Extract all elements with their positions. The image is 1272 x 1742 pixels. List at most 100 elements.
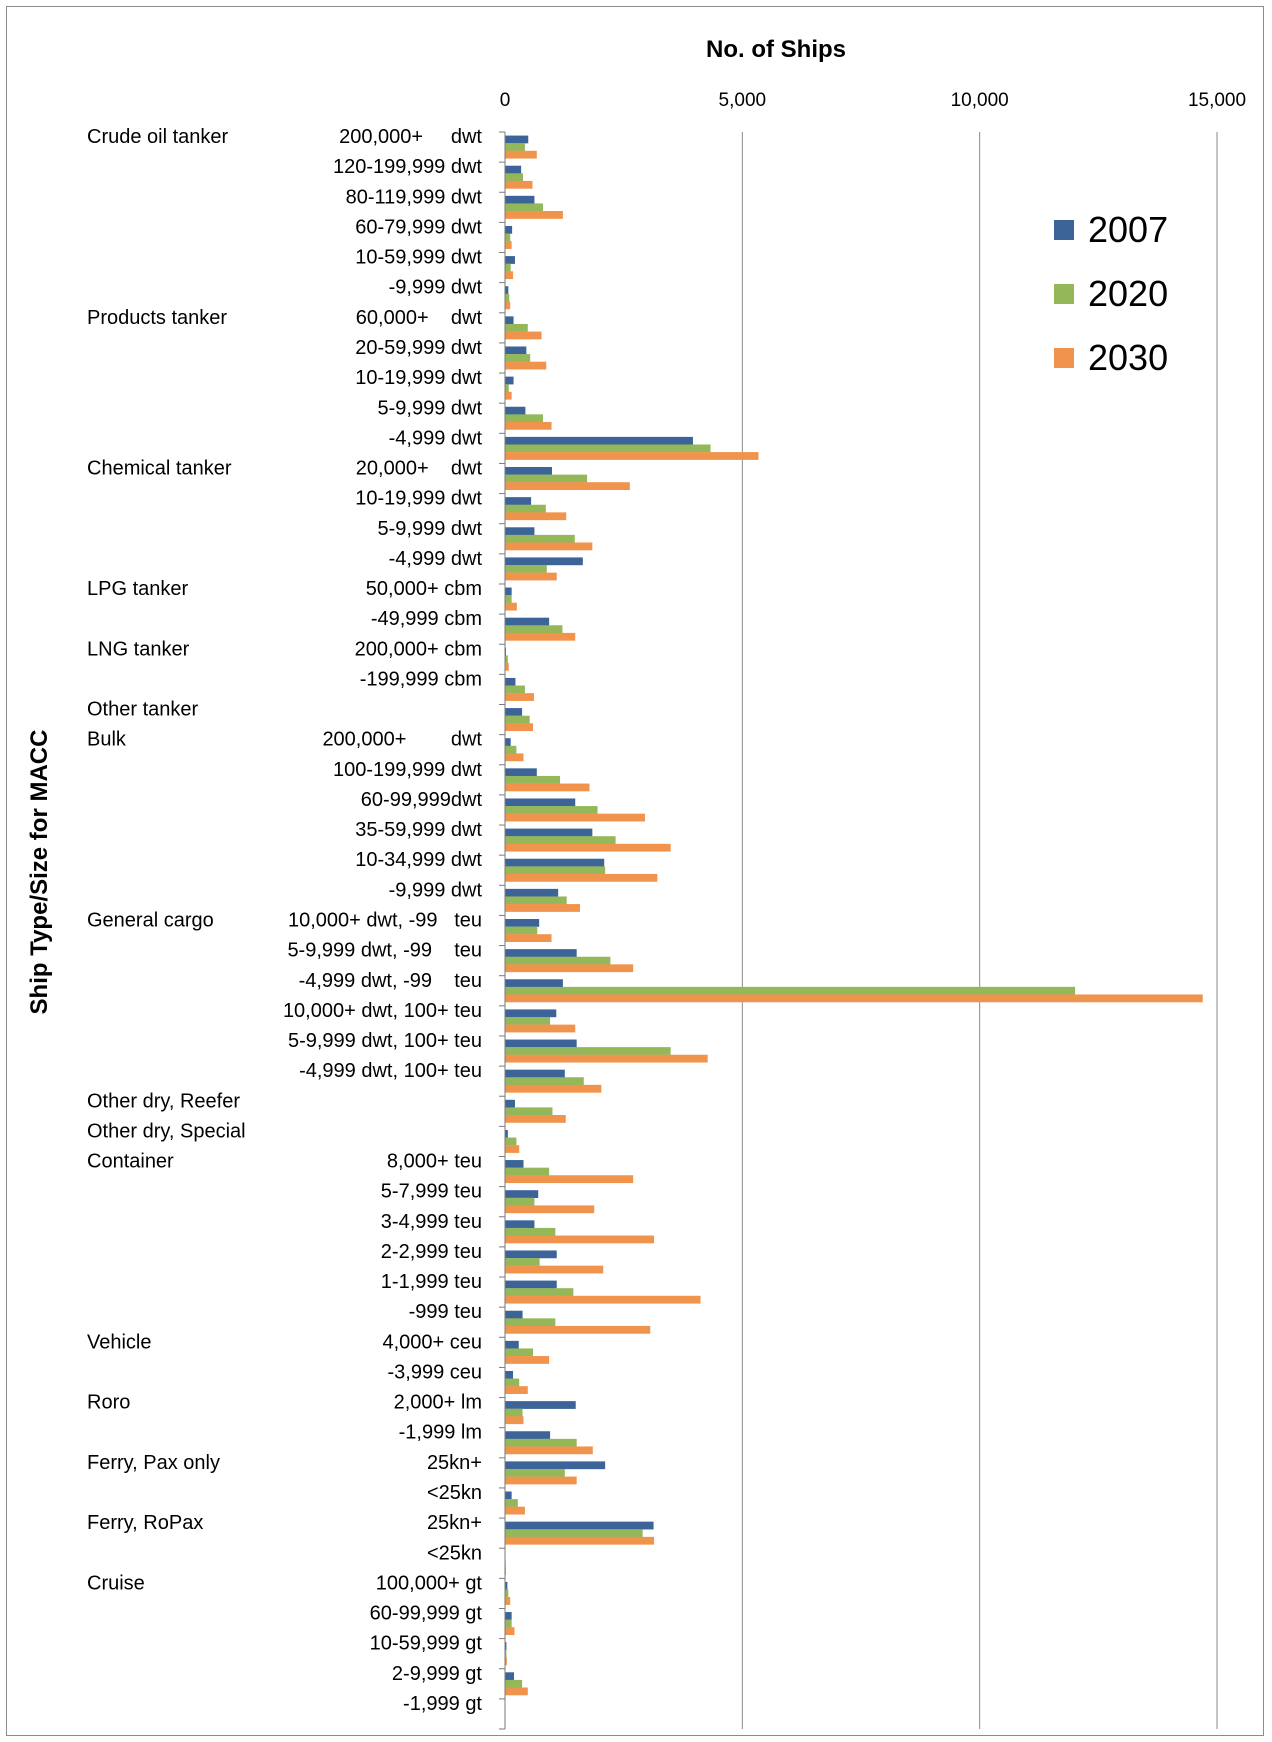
category-size-label: 60-79,999 dwt — [355, 216, 482, 238]
bar-2030 — [505, 873, 658, 882]
bar-2007 — [505, 406, 526, 415]
category-size-label: -3,999 ceu — [387, 1361, 482, 1383]
bar-2020 — [505, 1318, 556, 1327]
category-group-label: Container — [87, 1151, 174, 1173]
category-size-label: 25kn+ — [427, 1512, 482, 1534]
bar-2007 — [505, 919, 540, 927]
category-size-label: -4,999 dwt — [389, 548, 483, 570]
category-group-label: Vehicle — [87, 1331, 152, 1353]
bar-2007 — [505, 1672, 515, 1681]
bar-2007 — [505, 286, 509, 295]
bar-2020 — [505, 806, 598, 814]
bar-2030 — [505, 1145, 520, 1153]
bar-2030 — [505, 572, 557, 581]
bar-2020 — [505, 1499, 518, 1507]
bar-2020 — [505, 595, 512, 603]
bar-2030 — [505, 904, 580, 912]
bar-2030 — [505, 1356, 550, 1364]
category-group-label: Roro — [87, 1392, 130, 1414]
bar-2007 — [505, 436, 693, 445]
category-size-label: 200,000+ dwt — [322, 729, 482, 751]
bar-2020 — [505, 926, 538, 935]
bar-2030 — [505, 663, 509, 671]
category-size-label: 60-99,999 gt — [370, 1603, 483, 1625]
bar-2030 — [505, 542, 593, 551]
bar-2030 — [505, 1024, 576, 1033]
bar-2020 — [505, 956, 611, 965]
bar-2020 — [505, 896, 567, 905]
bar-2030 — [505, 1597, 511, 1605]
bar-2020 — [505, 1438, 577, 1447]
bar-2030 — [505, 1265, 604, 1274]
bar-2030 — [505, 934, 552, 942]
bar-2030 — [505, 753, 524, 762]
bar-2020 — [505, 263, 511, 272]
bar-2007 — [505, 1069, 565, 1078]
bar-2007 — [505, 1190, 539, 1198]
category-size-label: 200,000+ dwt — [339, 126, 482, 148]
legend-label: 2007 — [1088, 209, 1168, 250]
bar-2020 — [505, 474, 588, 483]
category-size-label: 10-59,999 gt — [370, 1633, 483, 1655]
category-size-label: 60-99,999dwt — [361, 789, 483, 811]
bar-2030 — [505, 1295, 701, 1304]
bar-2007 — [505, 587, 512, 596]
x-tick-label: 5,000 — [719, 90, 767, 111]
bar-2020 — [505, 986, 1076, 995]
x-axis-tick-labels: 0 5,000 10,000 15,000 — [500, 90, 1246, 111]
category-size-label: -199,999 cbm — [360, 668, 482, 690]
chart-title: No. of Ships — [706, 36, 846, 63]
category-size-label: -4,999 dwt — [389, 427, 483, 449]
category-size-label: 10,000+ dwt, -99 teu — [288, 910, 482, 932]
bar-2030 — [505, 1386, 528, 1394]
bar-2020 — [505, 836, 616, 845]
bar-2030 — [505, 1054, 708, 1063]
bar-2007 — [505, 1401, 576, 1409]
bar-2020 — [505, 625, 563, 634]
bar-2007 — [505, 828, 593, 837]
bar-2007 — [505, 1280, 557, 1289]
bar-2020 — [505, 1167, 550, 1176]
bar-2030 — [505, 271, 514, 280]
bar-2020 — [505, 655, 508, 664]
bar-2020 — [505, 504, 546, 513]
bar-2020 — [505, 775, 561, 784]
category-group-label: Other dry, Special — [87, 1120, 246, 1142]
bar-2007 — [505, 316, 514, 325]
bar-2030 — [505, 241, 512, 249]
bar-2030 — [505, 1687, 528, 1696]
category-size-label: 5-9,999 dwt, -99 teu — [287, 940, 482, 962]
bar-2020 — [505, 565, 547, 573]
bar-2007 — [505, 195, 535, 204]
category-group-label: Other tanker — [87, 699, 199, 721]
y-axis-title: Ship Type/Size for MACC — [26, 730, 53, 1015]
bar-2030 — [505, 482, 630, 491]
bar-2030 — [505, 1175, 634, 1184]
bar-2007 — [505, 1039, 577, 1048]
bar-2007 — [505, 1521, 654, 1530]
bar-2007 — [505, 225, 513, 234]
category-group-label: Bulk — [87, 729, 127, 751]
bar-2030 — [505, 783, 590, 792]
bar-2030 — [505, 361, 547, 370]
bar-2020 — [505, 414, 543, 423]
category-size-label: 8,000+ teu — [387, 1151, 482, 1173]
bar-2030 — [505, 1235, 655, 1244]
bar-2020 — [505, 1197, 535, 1206]
bar-2007 — [505, 888, 559, 897]
bar-2030 — [505, 1205, 595, 1214]
bar-2020 — [505, 354, 531, 362]
bar-2020 — [505, 293, 510, 302]
category-size-label: <25kn — [427, 1482, 482, 1504]
bar-2030 — [505, 452, 759, 460]
legend-label: 2030 — [1088, 337, 1168, 378]
bar-2030 — [505, 1416, 524, 1425]
bar-2007 — [505, 1340, 519, 1349]
category-size-label: 10-34,999 dwt — [355, 849, 482, 871]
category-group-label: LNG tanker — [87, 638, 190, 660]
category-group-label: General cargo — [87, 910, 214, 932]
category-size-label: -999 teu — [409, 1301, 482, 1323]
bar-2020 — [505, 1047, 671, 1055]
x-tick-label: 10,000 — [951, 90, 1009, 111]
bar-2030 — [505, 693, 534, 701]
